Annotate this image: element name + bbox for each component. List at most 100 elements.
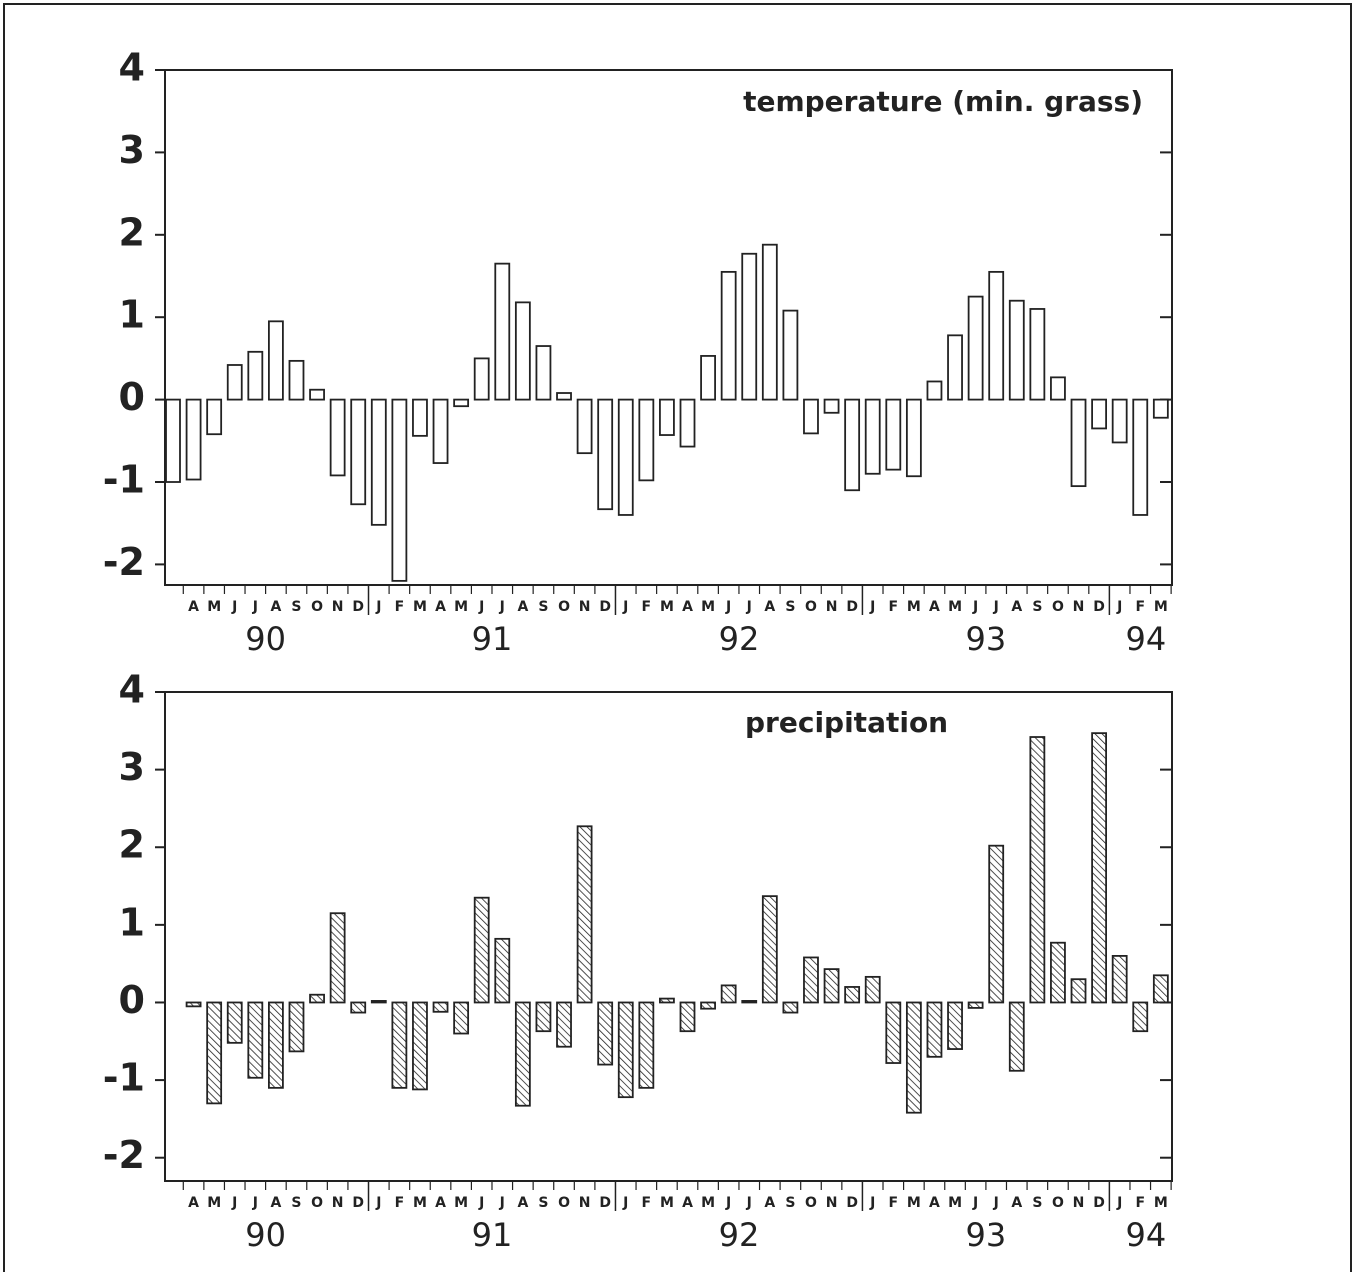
bar [803,398,819,435]
bar [905,1001,922,1114]
x-tick-label: M [948,1195,962,1211]
x-tick-label: J [746,1195,752,1211]
x-tick-label: S [538,1195,548,1211]
bars [185,732,1169,1114]
x-tick-label: D [599,1195,611,1211]
x-tick-label: S [538,599,548,615]
y-tick-label: 2 [119,823,145,867]
x-tick-label: A [270,599,281,615]
x-tick-label: S [785,599,795,615]
bar [967,295,984,401]
bar [350,1001,367,1014]
bar [309,388,325,401]
x-tick-label: F [642,1195,652,1211]
bar [700,355,716,401]
x-tick-label: D [846,599,858,615]
bar [556,392,572,401]
x-tick-label: J [725,599,731,615]
bar [967,1001,984,1009]
x-tick-label: J [478,599,484,615]
x-tick-label: F [1135,1195,1145,1211]
bar [617,1001,634,1099]
bar [267,320,284,401]
x-tick-label: D [599,599,611,615]
x-tick-label: A [682,1195,693,1211]
bar [1050,941,1066,1004]
x-group-label: 91 [472,1216,513,1254]
bar [329,912,346,1004]
x-tick-label: M [660,1195,674,1211]
bar [391,398,408,582]
x-tick-label: J [869,599,875,615]
x-tick-label: M [207,599,221,615]
bar [761,243,778,401]
x-group-label: 93 [966,1216,1007,1254]
bars [165,243,1169,582]
plot-frame [164,691,1173,1182]
bar [494,937,511,1004]
x-tick-label: D [1093,1195,1105,1211]
bar [679,1001,696,1033]
bar [535,345,552,401]
x-tick-label: A [1011,1195,1022,1211]
bar [823,398,840,414]
x-tick-label: J [622,1195,628,1211]
bar [514,301,531,401]
x-tick-label: N [1073,599,1085,615]
bar [247,350,264,401]
x-tick-label: J [1116,599,1122,615]
x-tick-label: A [929,1195,940,1211]
x-tick-label: O [558,599,570,615]
bar [576,398,593,455]
x-tick-label: D [1093,599,1105,615]
x-group-label: 94 [1125,620,1166,658]
bar [1111,955,1128,1004]
x-tick-label: N [579,599,591,615]
bar [885,1001,902,1064]
annotation: precipitation [745,706,948,739]
x-tick-label: S [291,599,301,615]
x-tick-label: M [454,599,468,615]
bar [185,1001,202,1008]
plot-frame [164,69,1173,586]
bar [1132,1001,1149,1033]
bar [412,398,428,437]
x-group-label: 93 [966,620,1007,658]
x-tick-label: N [1073,1195,1085,1211]
x-tick-label: N [332,1195,344,1211]
bar [597,398,614,511]
x-tick-label: J [499,1195,505,1211]
bar [391,1001,408,1089]
x-tick-label: J [869,1195,875,1211]
x-tick-label: S [291,1195,301,1211]
bar [206,398,223,436]
bar [1111,398,1128,444]
bar [823,968,840,1004]
bar [720,270,737,401]
bar [1008,299,1025,401]
x-tick-label: J [375,599,381,615]
bar [514,1001,531,1107]
x-tick-label: S [1032,1195,1042,1211]
x-tick-label: M [1154,1195,1168,1211]
bar [494,262,511,401]
bar [1091,398,1107,430]
x-tick-label: S [785,1195,795,1211]
bar [556,1001,572,1048]
x-group-label: 90 [245,620,286,658]
x-tick-label: A [188,1195,199,1211]
y-tick-label: 1 [119,900,145,944]
bar [350,398,367,506]
frame [3,3,1352,1272]
x-tick-label: D [846,1195,858,1211]
x-tick-label: A [435,599,446,615]
x-tick-label: M [701,599,715,615]
x-group-label: 94 [1125,1216,1166,1254]
x-tick-label: J [252,599,258,615]
x-tick-label: O [1052,1195,1064,1211]
y-tick-label: 1 [119,293,145,337]
x-tick-label: M [413,599,427,615]
bar [185,398,202,481]
bar [926,380,943,401]
